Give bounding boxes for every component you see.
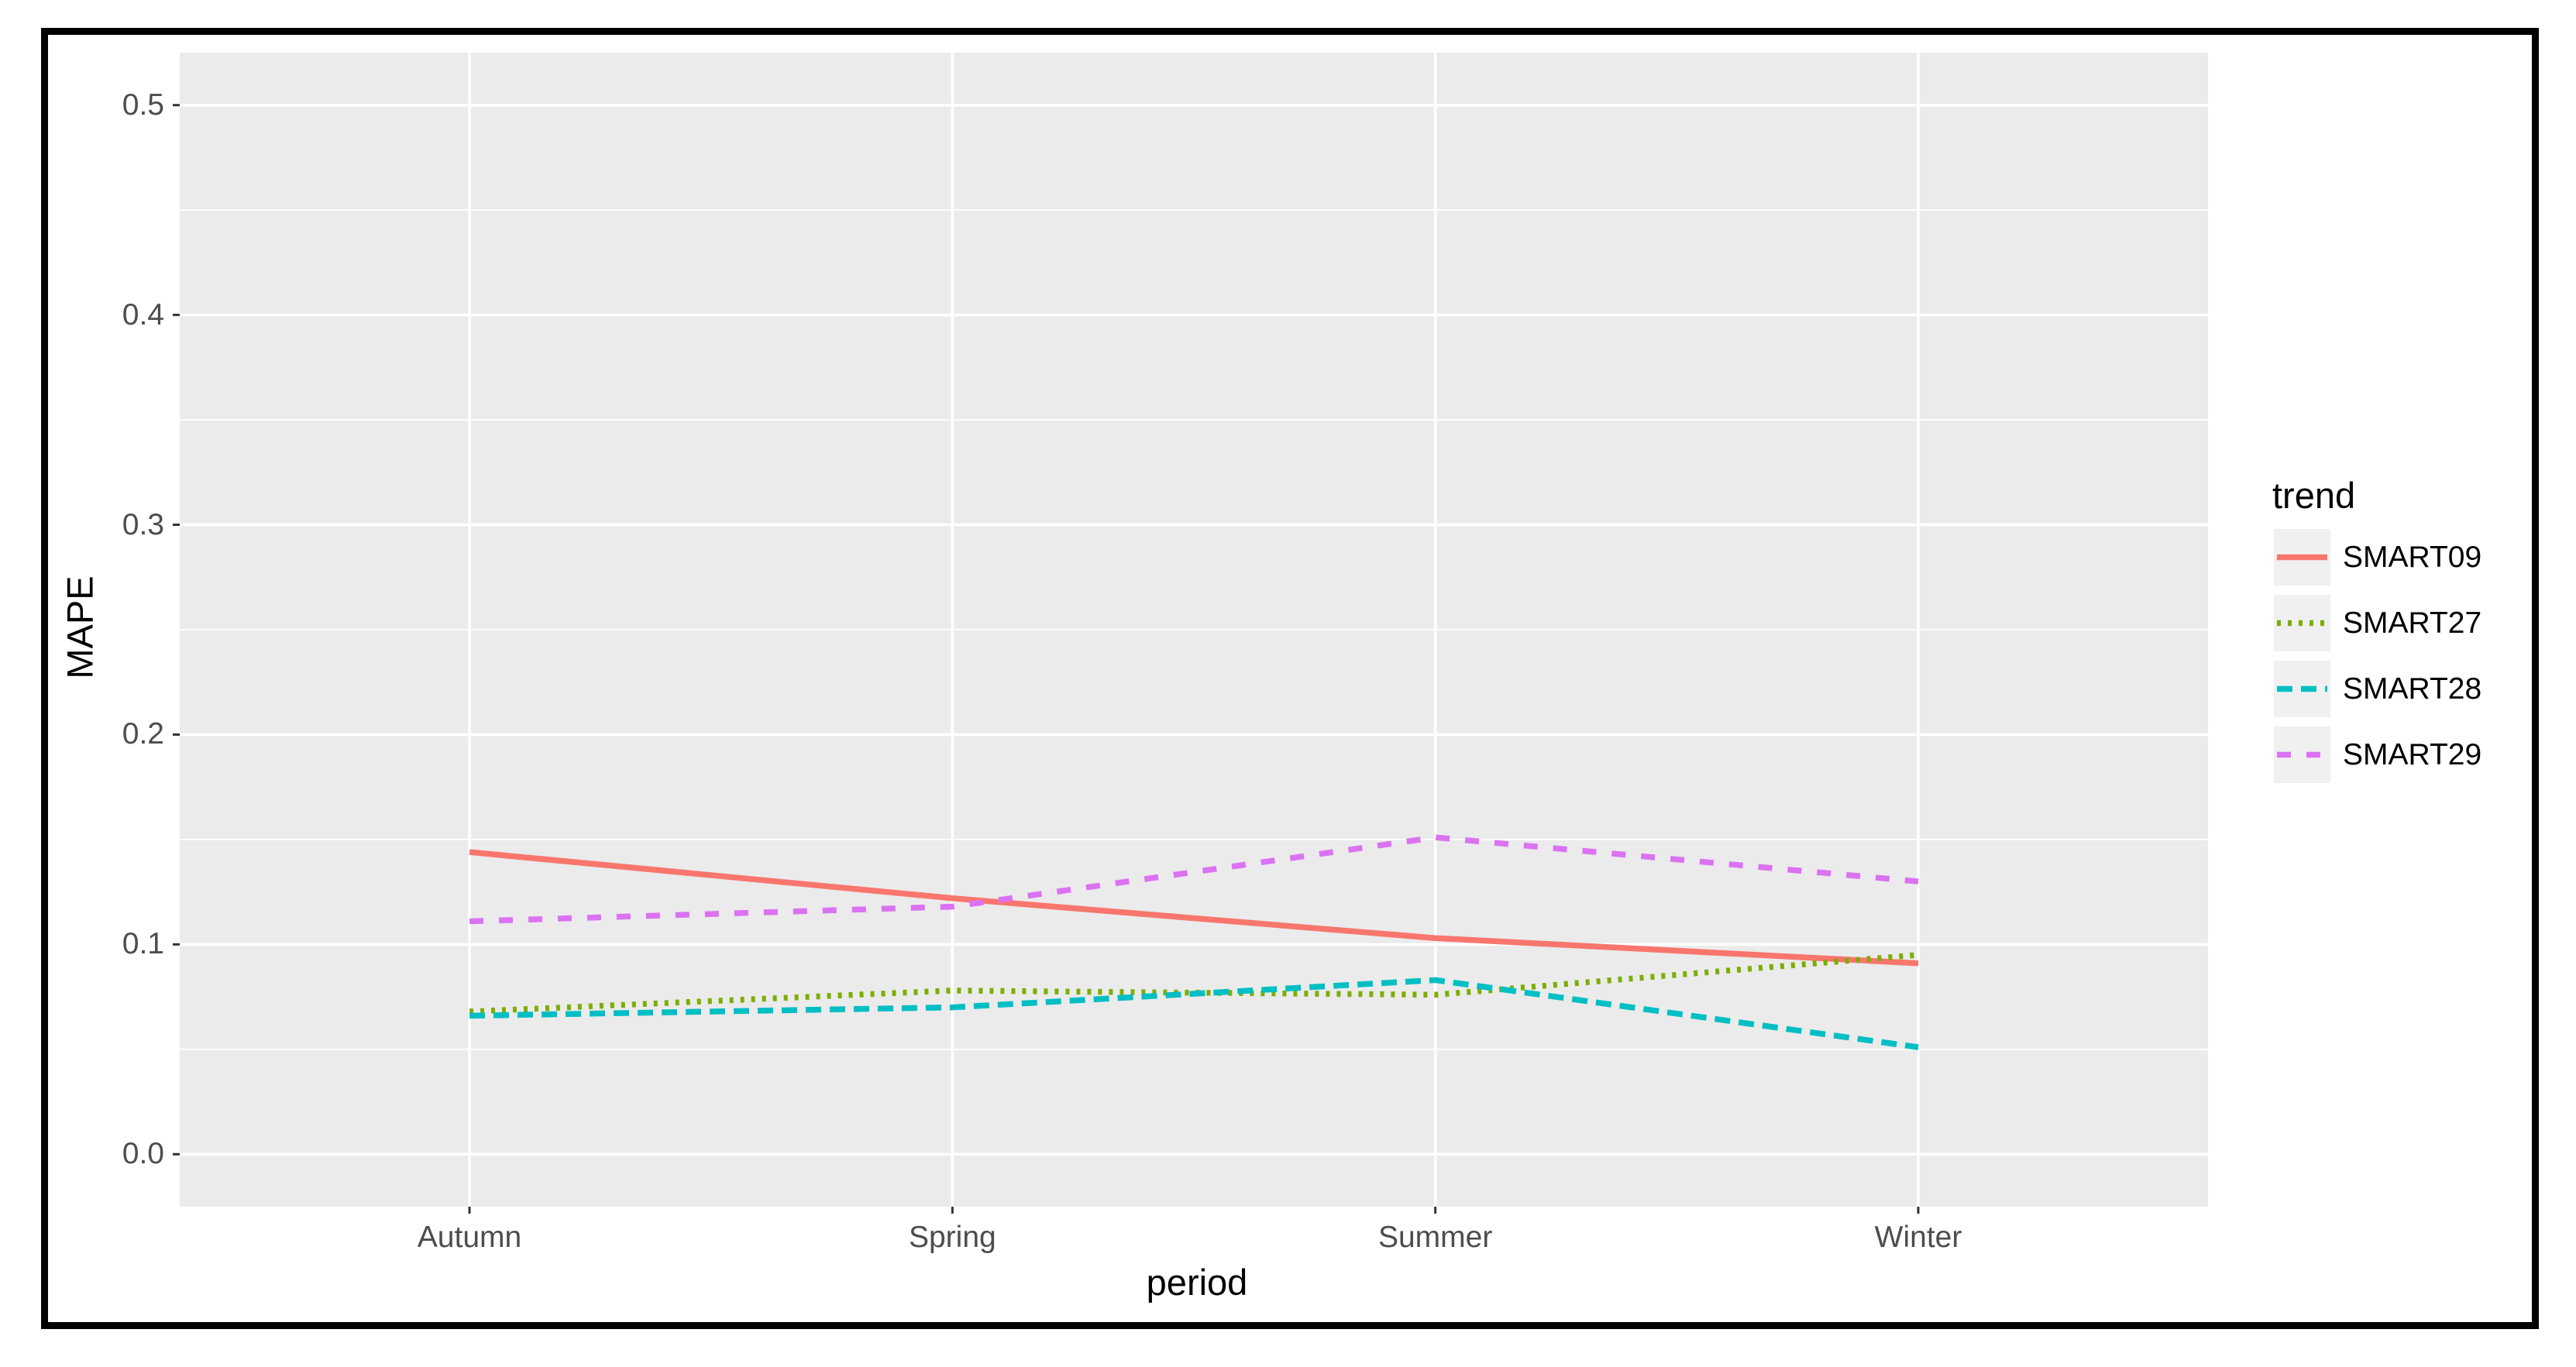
legend-key-line bbox=[2277, 685, 2327, 692]
x-tick-label: Winter bbox=[1874, 1221, 1962, 1254]
series-line-smart27 bbox=[469, 952, 1919, 1015]
series-line-smart09 bbox=[469, 849, 1919, 967]
series-line-smart29 bbox=[469, 834, 1919, 925]
x-tick-label: Summer bbox=[1377, 1221, 1493, 1254]
x-tick-label: Autumn bbox=[417, 1221, 522, 1254]
y-tick-label: 0.4 bbox=[122, 297, 164, 331]
legend-title: trend bbox=[2272, 475, 2356, 516]
plot-panel bbox=[180, 53, 2208, 1207]
y-axis-title: MAPE bbox=[59, 575, 101, 679]
legend-key bbox=[2274, 529, 2330, 586]
x-tick-label: Spring bbox=[908, 1221, 996, 1254]
series-line-smart28 bbox=[469, 977, 1919, 1050]
legend-key bbox=[2274, 595, 2330, 651]
y-tick-label: 0.1 bbox=[122, 927, 164, 961]
legend-label: SMART29 bbox=[2343, 737, 2482, 771]
legend-key-line bbox=[2277, 620, 2327, 627]
plot-lines-svg bbox=[180, 53, 2208, 1207]
legend-key-line bbox=[2277, 751, 2327, 758]
legend-key-line bbox=[2277, 554, 2327, 561]
y-tick-label: 0.0 bbox=[122, 1137, 164, 1171]
y-tick-label: 0.5 bbox=[122, 88, 164, 122]
y-tick-label: 0.2 bbox=[122, 717, 164, 751]
y-tick-label: 0.3 bbox=[122, 507, 164, 541]
legend-label: SMART27 bbox=[2343, 606, 2482, 640]
legend-key bbox=[2274, 726, 2330, 783]
x-axis-title: period bbox=[1146, 1262, 1248, 1303]
legend-label: SMART09 bbox=[2343, 540, 2482, 574]
legend-key bbox=[2274, 661, 2330, 717]
legend-label: SMART28 bbox=[2343, 671, 2482, 706]
